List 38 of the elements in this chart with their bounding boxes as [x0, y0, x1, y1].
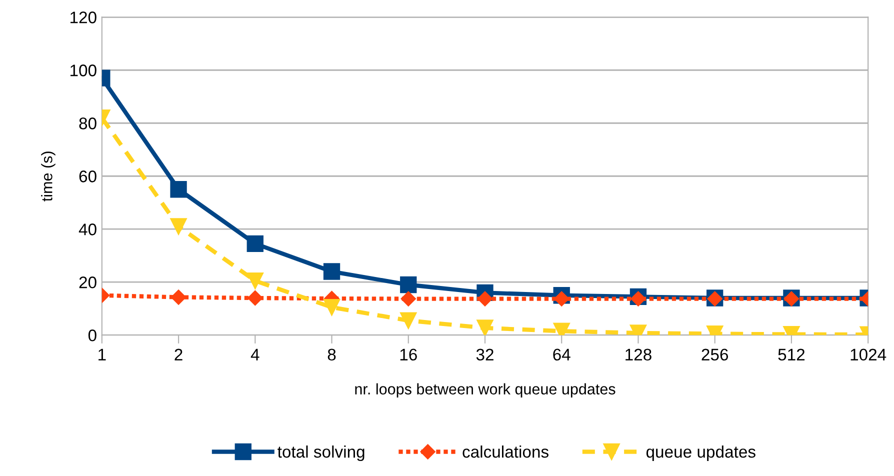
x-axis-title: nr. loops between work queue updates [355, 383, 616, 398]
x-tick-label: 4 [250, 348, 260, 360]
x-tick-label: 32 [476, 348, 494, 361]
point [323, 263, 340, 280]
legend-label: calculations [462, 445, 548, 458]
point [170, 290, 186, 305]
point [246, 235, 264, 252]
point [246, 272, 264, 290]
legend-label: queue updates [646, 445, 756, 462]
point [554, 291, 570, 306]
y-tick-label: 0 [88, 330, 96, 342]
y-tick-label: 20 [79, 276, 96, 288]
point [170, 218, 187, 235]
point [400, 291, 416, 306]
point [477, 291, 493, 306]
x-tick-label: 2 [174, 348, 182, 360]
y-tick-label: 120 [70, 12, 96, 24]
point [323, 298, 340, 316]
point [248, 290, 263, 306]
y-tick-label: 40 [78, 224, 96, 236]
x-tick-label: 1024 [850, 348, 886, 361]
legend-label: total solving [278, 445, 364, 462]
x-tick-label: 16 [400, 348, 417, 361]
x-tick-label: 8 [328, 348, 336, 361]
y-tick-label: 60 [79, 170, 96, 182]
point [170, 181, 187, 198]
x-tick-label: 64 [553, 348, 570, 361]
y-tick-label: 80 [79, 118, 96, 130]
point [476, 320, 494, 336]
point [400, 312, 417, 329]
y-axis-title: time (s) [41, 152, 56, 202]
y-tick-label: 100 [70, 64, 96, 76]
x-tick-label: 128 [626, 348, 652, 361]
point [400, 276, 417, 294]
x-tick-label: 512 [778, 348, 805, 361]
x-tick-label: 1 [98, 348, 106, 360]
point [630, 291, 646, 306]
x-tick-label: 256 [702, 348, 728, 361]
